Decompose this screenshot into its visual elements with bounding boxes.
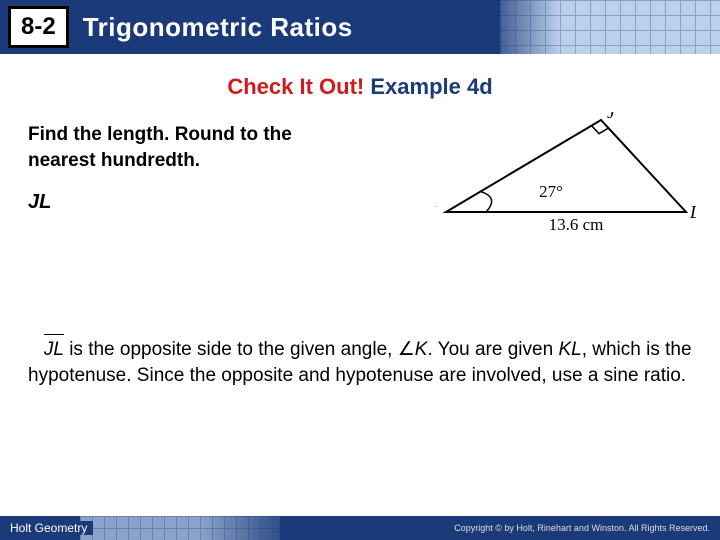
svg-text:L: L [689, 202, 696, 222]
prompt-line2: nearest hundredth. [28, 150, 200, 171]
subtitle-blue: Example 4d [370, 74, 492, 99]
subtitle: Check It Out! Example 4d [0, 74, 720, 100]
svg-text:27°: 27° [539, 182, 563, 201]
explanation: JL is the opposite side to the given ang… [28, 334, 692, 388]
footer-title: Holt Geometry [10, 521, 93, 535]
explain-p1: is the opposite side to the given angle, [64, 339, 398, 360]
header-bar: 8-2 Trigonometric Ratios [0, 0, 720, 54]
angle-symbol: ∠ [398, 339, 415, 360]
given-side: KL [558, 339, 581, 360]
problem-prompt: Find the length. Round to the nearest hu… [28, 122, 408, 173]
triangle-diagram: J K L 27° 13.6 cm [436, 112, 696, 262]
footer-bar: Holt Geometry Copyright © by Holt, Rineh… [0, 516, 720, 540]
svg-text:J: J [607, 112, 616, 122]
subtitle-red: Check It Out! [227, 74, 364, 99]
header-title: Trigonometric Ratios [83, 12, 353, 43]
svg-text:13.6 cm: 13.6 cm [549, 215, 604, 234]
chapter-badge: 8-2 [8, 6, 69, 48]
segment-jl: JL [44, 334, 64, 363]
footer-grid-fade [200, 516, 300, 540]
prompt-line1: Find the length. Round to the [28, 124, 292, 145]
angle-letter: K [415, 339, 428, 360]
content-area: Find the length. Round to the nearest hu… [0, 122, 720, 389]
footer-copyright: Copyright © by Holt, Rinehart and Winsto… [454, 523, 710, 533]
svg-text:K: K [436, 202, 437, 222]
explain-p2: . You are given [427, 339, 558, 360]
header-grid-fade [480, 0, 560, 54]
